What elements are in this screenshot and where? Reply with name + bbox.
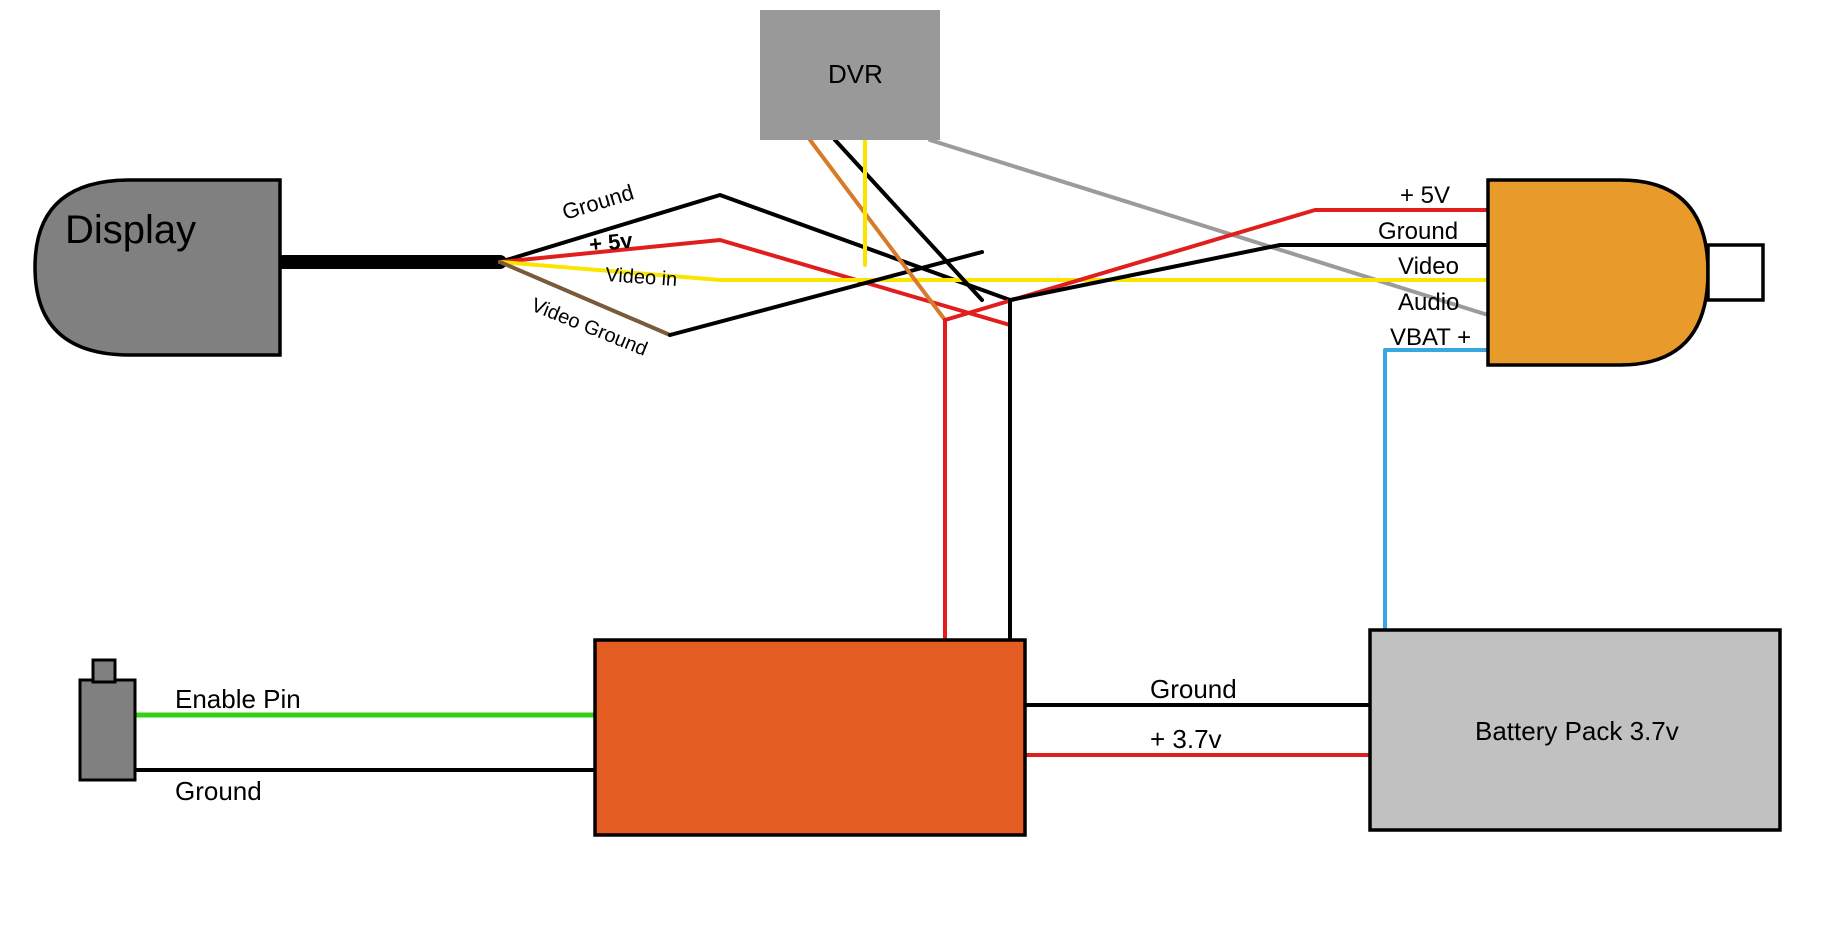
- dvr-label: DVR: [828, 59, 883, 89]
- display-video-in-label: Video in: [605, 264, 678, 291]
- battery-component: Battery Pack 3.7v: [1370, 630, 1780, 830]
- tx-video-label: Video: [1398, 253, 1459, 280]
- wiring-diagram: Display DVR Battery Pack 3.7v Ground + 5…: [0, 0, 1821, 936]
- switch-component: [80, 660, 135, 780]
- module-37v-label: + 3.7v: [1150, 724, 1222, 754]
- tx-audio-label: Audio: [1398, 289, 1459, 316]
- switch-knob: [93, 660, 115, 682]
- display-label: Display: [65, 208, 196, 252]
- battery-label: Battery Pack 3.7v: [1475, 716, 1679, 746]
- module-ground-label: Ground: [1150, 674, 1237, 704]
- center-module: [595, 640, 1025, 835]
- display-video-ground-label: Video Ground: [528, 294, 650, 360]
- switch-ground-label: Ground: [175, 776, 262, 806]
- display-5v-label: + 5v: [588, 227, 635, 256]
- transmitter-body: [1488, 180, 1708, 365]
- tx-vbat-label: VBAT +: [1390, 324, 1471, 351]
- transmitter-component: [1488, 180, 1763, 365]
- dvr-component: DVR: [760, 10, 940, 140]
- tx-5v-label: + 5V: [1400, 182, 1450, 209]
- enable-pin-label: Enable Pin: [175, 684, 301, 714]
- display-body: [35, 180, 280, 355]
- switch-body: [80, 680, 135, 780]
- tx-ground-label: Ground: [1378, 218, 1458, 245]
- display-ground-label: Ground: [559, 179, 636, 224]
- display-video-ground-black-wire: [670, 252, 982, 335]
- display-component: Display: [35, 180, 280, 355]
- transmitter-connector: [1708, 245, 1763, 300]
- dvr-black-wire: [835, 140, 982, 300]
